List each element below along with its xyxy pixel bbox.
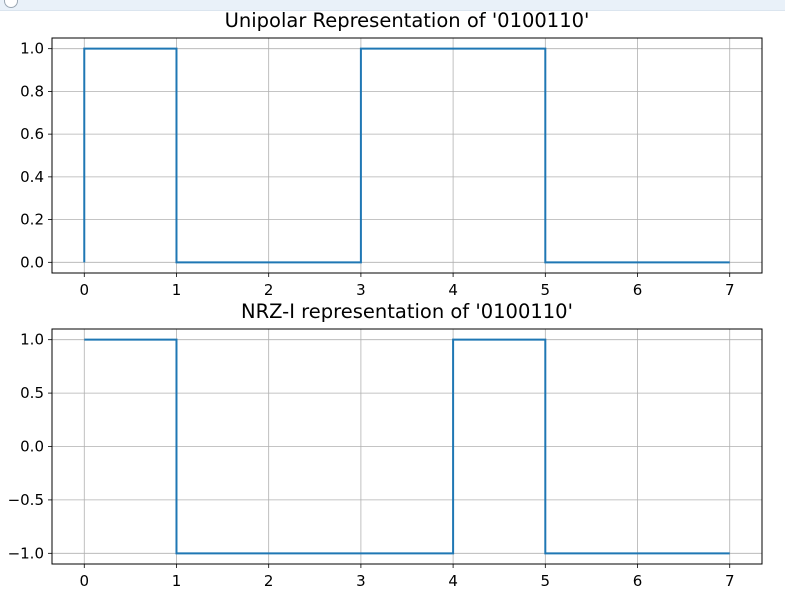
x-tick-label-unipolar-4: 4 xyxy=(448,281,458,299)
y-tick-label-unipolar-4: 0.8 xyxy=(20,82,44,100)
x-tick-label-unipolar-7: 7 xyxy=(725,281,735,299)
y-tick-label-nrzi-1: −0.5 xyxy=(8,491,44,509)
subplot-nrzi: 0 1 2 3 4 5 6 7 −1.0 −0.5 0.0 0.5 1.0 NRZ-I represen… xyxy=(8,300,763,590)
x-tick-label-unipolar-2: 2 xyxy=(264,281,274,299)
x-tick-label-unipolar-0: 0 xyxy=(79,281,89,299)
window-title-strip xyxy=(0,0,785,11)
x-tick-label-unipolar-6: 6 xyxy=(633,281,643,299)
x-tick-label-unipolar-5: 5 xyxy=(541,281,551,299)
subplot-unipolar: 0 1 2 3 4 5 6 7 0.0 0.2 0.4 0.6 0.8 1.0 Unipolar Repr… xyxy=(20,9,763,299)
series-line-unipolar-0 xyxy=(83,47,730,264)
x-tick-label-nrzi-6: 6 xyxy=(633,572,643,590)
chart-title-unipolar: Unipolar Representation of '0100110' xyxy=(225,9,590,32)
x-tick-label-nrzi-2: 2 xyxy=(264,572,274,590)
x-tick-label-unipolar-3: 3 xyxy=(356,281,366,299)
x-tick-label-unipolar-1: 1 xyxy=(172,281,182,299)
y-tick-label-unipolar-0: 0.0 xyxy=(20,253,44,271)
x-tick-label-nrzi-3: 3 xyxy=(356,572,366,590)
axes-frame-unipolar xyxy=(51,37,763,274)
series-line-nrzi-0 xyxy=(84,338,730,555)
y-tick-label-nrzi-2: 0.0 xyxy=(20,438,44,456)
y-tick-label-unipolar-1: 0.2 xyxy=(20,211,44,229)
y-tick-label-nrzi-4: 1.0 xyxy=(20,331,44,349)
y-tick-label-nrzi-0: −1.0 xyxy=(8,544,44,562)
x-tick-label-nrzi-5: 5 xyxy=(541,572,551,590)
x-tick-label-nrzi-1: 1 xyxy=(172,572,182,590)
y-tick-label-nrzi-3: 0.5 xyxy=(20,384,44,402)
y-tick-label-unipolar-5: 1.0 xyxy=(20,40,44,58)
x-tick-label-nrzi-4: 4 xyxy=(448,572,458,590)
chart-title-nrzi: NRZ-I representation of '0100110' xyxy=(241,300,573,323)
y-tick-label-unipolar-3: 0.6 xyxy=(20,125,44,143)
x-tick-label-nrzi-7: 7 xyxy=(725,572,735,590)
x-tick-label-nrzi-0: 0 xyxy=(79,572,89,590)
y-tick-label-unipolar-2: 0.4 xyxy=(20,168,44,186)
